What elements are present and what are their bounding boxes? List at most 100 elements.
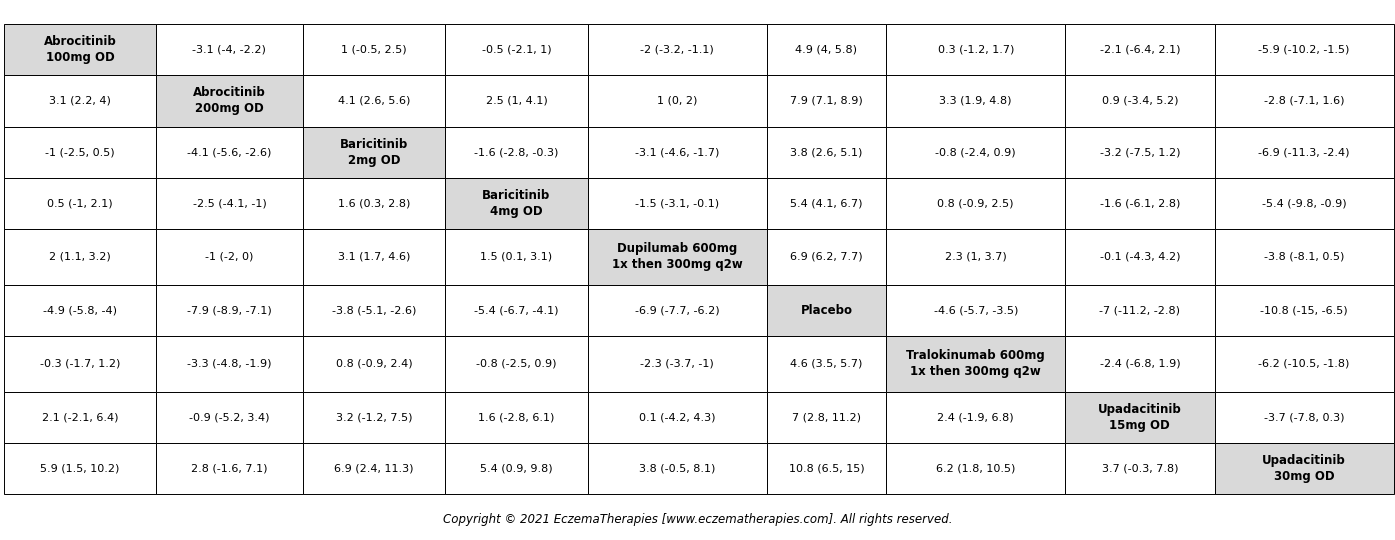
Text: Tralokinumab 600mg
1x then 300mg q2w: Tralokinumab 600mg 1x then 300mg q2w <box>907 349 1045 379</box>
Text: 2.1 (-2.1, 6.4): 2.1 (-2.1, 6.4) <box>42 413 119 422</box>
Text: -4.9 (-5.8, -4): -4.9 (-5.8, -4) <box>43 305 117 315</box>
Bar <box>445 178 587 229</box>
Text: 3.1 (2.2, 4): 3.1 (2.2, 4) <box>49 96 112 106</box>
Text: 0.9 (-3.4, 5.2): 0.9 (-3.4, 5.2) <box>1102 96 1179 106</box>
Text: -4.1 (-5.6, -2.6): -4.1 (-5.6, -2.6) <box>187 147 272 157</box>
Bar <box>587 76 767 126</box>
Text: 4.6 (3.5, 5.7): 4.6 (3.5, 5.7) <box>790 359 862 369</box>
Bar <box>1066 126 1215 178</box>
Bar <box>886 76 1066 126</box>
Bar <box>886 24 1066 76</box>
Bar <box>4 24 156 76</box>
Bar <box>445 126 587 178</box>
Bar <box>4 336 156 392</box>
Bar <box>4 285 156 336</box>
Text: 2.5 (1, 4.1): 2.5 (1, 4.1) <box>485 96 547 106</box>
Bar <box>886 126 1066 178</box>
Bar <box>4 76 156 126</box>
Bar <box>1215 229 1394 285</box>
Bar <box>767 76 886 126</box>
Text: 6.9 (2.4, 11.3): 6.9 (2.4, 11.3) <box>335 463 414 474</box>
Bar <box>587 178 767 229</box>
Bar <box>767 24 886 76</box>
Text: 1.6 (0.3, 2.8): 1.6 (0.3, 2.8) <box>338 198 410 208</box>
Bar <box>1215 126 1394 178</box>
Bar <box>445 392 587 443</box>
Bar <box>767 392 886 443</box>
Text: -3.8 (-8.1, 0.5): -3.8 (-8.1, 0.5) <box>1264 252 1345 262</box>
Text: Baricitinib
2mg OD: Baricitinib 2mg OD <box>340 138 409 167</box>
Bar <box>1066 24 1215 76</box>
Bar <box>767 285 886 336</box>
Text: 3.3 (1.9, 4.8): 3.3 (1.9, 4.8) <box>939 96 1011 106</box>
Bar <box>1215 24 1394 76</box>
Bar <box>156 443 303 494</box>
Bar <box>445 229 587 285</box>
Bar <box>303 126 445 178</box>
Text: 3.8 (-0.5, 8.1): 3.8 (-0.5, 8.1) <box>639 463 716 474</box>
Bar <box>1215 285 1394 336</box>
Text: -0.1 (-4.3, 4.2): -0.1 (-4.3, 4.2) <box>1099 252 1180 262</box>
Text: 6.9 (6.2, 7.7): 6.9 (6.2, 7.7) <box>790 252 862 262</box>
Bar <box>156 285 303 336</box>
Bar <box>1215 336 1394 392</box>
Text: -5.4 (-9.8, -0.9): -5.4 (-9.8, -0.9) <box>1261 198 1346 208</box>
Text: -3.1 (-4.6, -1.7): -3.1 (-4.6, -1.7) <box>635 147 720 157</box>
Bar <box>587 392 767 443</box>
Text: 4.9 (4, 5.8): 4.9 (4, 5.8) <box>795 45 858 55</box>
Bar <box>587 24 767 76</box>
Text: 6.2 (1.8, 10.5): 6.2 (1.8, 10.5) <box>936 463 1016 474</box>
Bar <box>767 336 886 392</box>
Text: 4.1 (2.6, 5.6): 4.1 (2.6, 5.6) <box>338 96 410 106</box>
Text: 1 (-0.5, 2.5): 1 (-0.5, 2.5) <box>342 45 407 55</box>
Text: 1.6 (-2.8, 6.1): 1.6 (-2.8, 6.1) <box>478 413 555 422</box>
Bar <box>886 443 1066 494</box>
Bar <box>587 336 767 392</box>
Bar <box>445 285 587 336</box>
Text: -0.9 (-5.2, 3.4): -0.9 (-5.2, 3.4) <box>190 413 269 422</box>
Bar <box>1066 76 1215 126</box>
Bar <box>303 76 445 126</box>
Text: Copyright © 2021 EczemaTherapies [www.eczematherapies.com]. All rights reserved.: Copyright © 2021 EczemaTherapies [www.ec… <box>442 513 953 526</box>
Text: -7 (-11.2, -2.8): -7 (-11.2, -2.8) <box>1099 305 1180 315</box>
Bar <box>767 229 886 285</box>
Text: 3.1 (1.7, 4.6): 3.1 (1.7, 4.6) <box>338 252 410 262</box>
Bar <box>1066 392 1215 443</box>
Bar <box>4 443 156 494</box>
Bar <box>1215 392 1394 443</box>
Bar <box>4 392 156 443</box>
Text: -3.3 (-4.8, -1.9): -3.3 (-4.8, -1.9) <box>187 359 272 369</box>
Text: 2.8 (-1.6, 7.1): 2.8 (-1.6, 7.1) <box>191 463 268 474</box>
Text: -2.1 (-6.4, 2.1): -2.1 (-6.4, 2.1) <box>1099 45 1180 55</box>
Text: -1 (-2.5, 0.5): -1 (-2.5, 0.5) <box>46 147 114 157</box>
Bar <box>886 285 1066 336</box>
Text: 2 (1.1, 3.2): 2 (1.1, 3.2) <box>49 252 112 262</box>
Text: Dupilumab 600mg
1x then 300mg q2w: Dupilumab 600mg 1x then 300mg q2w <box>612 242 742 271</box>
Bar <box>1215 178 1394 229</box>
Bar <box>156 24 303 76</box>
Bar <box>156 126 303 178</box>
Bar <box>156 178 303 229</box>
Bar <box>445 76 587 126</box>
Text: 1 (0, 2): 1 (0, 2) <box>657 96 698 106</box>
Bar <box>445 336 587 392</box>
Bar <box>303 229 445 285</box>
Text: 2.4 (-1.9, 6.8): 2.4 (-1.9, 6.8) <box>937 413 1014 422</box>
Bar <box>156 229 303 285</box>
Text: Baricitinib
4mg OD: Baricitinib 4mg OD <box>483 188 551 218</box>
Text: -3.8 (-5.1, -2.6): -3.8 (-5.1, -2.6) <box>332 305 416 315</box>
Text: 5.4 (4.1, 6.7): 5.4 (4.1, 6.7) <box>790 198 862 208</box>
Bar <box>156 76 303 126</box>
Bar <box>587 126 767 178</box>
Bar <box>886 336 1066 392</box>
Bar <box>156 336 303 392</box>
Text: Upadacitinib
30mg OD: Upadacitinib 30mg OD <box>1262 454 1346 483</box>
Text: 0.8 (-0.9, 2.4): 0.8 (-0.9, 2.4) <box>336 359 413 369</box>
Text: -1.6 (-6.1, 2.8): -1.6 (-6.1, 2.8) <box>1099 198 1180 208</box>
Text: -4.6 (-5.7, -3.5): -4.6 (-5.7, -3.5) <box>933 305 1018 315</box>
Bar <box>445 24 587 76</box>
Text: -1.5 (-3.1, -0.1): -1.5 (-3.1, -0.1) <box>635 198 720 208</box>
Text: 0.5 (-1, 2.1): 0.5 (-1, 2.1) <box>47 198 113 208</box>
Bar <box>445 443 587 494</box>
Text: -7.9 (-8.9, -7.1): -7.9 (-8.9, -7.1) <box>187 305 272 315</box>
